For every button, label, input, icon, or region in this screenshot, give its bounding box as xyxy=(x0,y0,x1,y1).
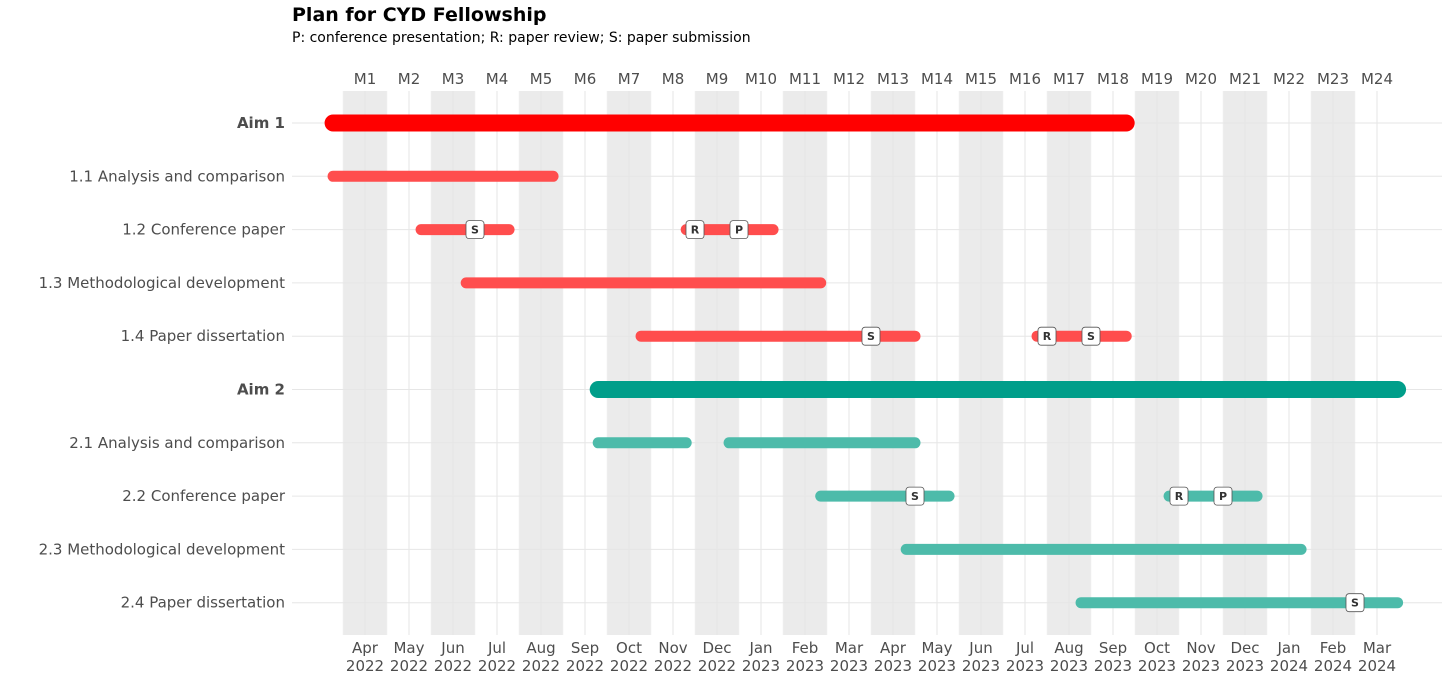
x-tick-label: Jul 2022 xyxy=(478,639,516,675)
milestone-marker-label: P xyxy=(1219,490,1227,503)
x-tick-label: Mar 2023 xyxy=(830,639,868,675)
x-tick-label: Jan 2024 xyxy=(1270,639,1308,675)
month-label-m24: M24 xyxy=(1361,70,1393,88)
month-label-m17: M17 xyxy=(1053,70,1085,88)
row-label: Aim 1 xyxy=(237,114,285,132)
month-label-m1: M1 xyxy=(354,70,377,88)
month-label-m8: M8 xyxy=(662,70,685,88)
month-label-m4: M4 xyxy=(486,70,509,88)
row-label: 2.2 Conference paper xyxy=(122,487,286,505)
x-tick-label: Aug 2022 xyxy=(522,639,560,675)
month-label-m14: M14 xyxy=(921,70,953,88)
row-label: 1.1 Analysis and comparison xyxy=(69,167,285,185)
milestone-marker-p: P xyxy=(729,220,749,240)
x-tick-label: Sep 2023 xyxy=(1094,639,1132,675)
month-label-m15: M15 xyxy=(965,70,997,88)
x-tick-label: Oct 2022 xyxy=(610,639,648,675)
x-tick-label: May 2022 xyxy=(390,639,428,675)
month-label-m22: M22 xyxy=(1273,70,1305,88)
x-tick-label: Nov 2023 xyxy=(1182,639,1220,675)
month-label-m12: M12 xyxy=(833,70,865,88)
month-label-m7: M7 xyxy=(618,70,641,88)
month-label-m6: M6 xyxy=(574,70,597,88)
milestone-marker-label: S xyxy=(911,490,919,503)
x-tick-label: Dec 2022 xyxy=(698,639,736,675)
row-label: 2.4 Paper dissertation xyxy=(121,594,285,612)
x-tick-label: May 2023 xyxy=(918,639,956,675)
row-label: 2.1 Analysis and comparison xyxy=(69,434,285,452)
x-tick-label: Dec 2023 xyxy=(1226,639,1264,675)
x-tick-label: Aug 2023 xyxy=(1050,639,1088,675)
milestone-marker-s: S xyxy=(1345,593,1365,613)
month-label-m21: M21 xyxy=(1229,70,1261,88)
milestone-marker-s: S xyxy=(905,486,925,506)
x-tick-label: Feb 2024 xyxy=(1314,639,1352,675)
row-label: 1.3 Methodological development xyxy=(39,274,286,292)
milestone-marker-label: R xyxy=(691,224,700,237)
month-label-m10: M10 xyxy=(745,70,777,88)
milestone-marker-label: S xyxy=(1087,330,1095,343)
milestone-marker-p: P xyxy=(1213,486,1233,506)
row-labels: Aim 1 1.1 Analysis and comparison 1.2 Conf… xyxy=(39,114,286,612)
month-label-m13: M13 xyxy=(877,70,909,88)
milestone-markers: S R P S R S S R P S xyxy=(465,220,1365,613)
chart-title: Plan for CYD Fellowship xyxy=(292,4,546,26)
x-tick-label: Jun 2022 xyxy=(434,639,472,675)
chart-subtitle: P: conference presentation; R: paper rev… xyxy=(292,30,751,46)
x-tick-label: Apr 2022 xyxy=(346,639,384,675)
month-label-m18: M18 xyxy=(1097,70,1129,88)
month-label-m5: M5 xyxy=(530,70,553,88)
row-label: 2.3 Methodological development xyxy=(39,540,286,558)
milestone-marker-s: S xyxy=(465,220,485,240)
x-tick-label: Jan 2023 xyxy=(742,639,780,675)
milestone-marker-s: S xyxy=(861,326,881,346)
x-tick-label: Feb 2023 xyxy=(786,639,824,675)
milestone-marker-label: S xyxy=(1351,597,1359,610)
row-label: 1.4 Paper dissertation xyxy=(121,327,285,345)
milestone-marker-r: R xyxy=(1037,326,1057,346)
x-tick-label: Jul 2023 xyxy=(1006,639,1044,675)
month-label-m9: M9 xyxy=(706,70,729,88)
milestone-marker-label: S xyxy=(471,224,479,237)
milestone-marker-label: S xyxy=(867,330,875,343)
x-tick-label: Jun 2023 xyxy=(962,639,1000,675)
month-label-m19: M19 xyxy=(1141,70,1173,88)
milestone-marker-label: R xyxy=(1043,330,1052,343)
task-bars xyxy=(324,114,1407,609)
month-label-m16: M16 xyxy=(1009,70,1041,88)
month-label-m20: M20 xyxy=(1185,70,1217,88)
x-tick-label: Sep 2022 xyxy=(566,639,604,675)
x-tick-label: Apr 2023 xyxy=(874,639,912,675)
row-label: 1.2 Conference paper xyxy=(122,221,286,239)
month-label-m23: M23 xyxy=(1317,70,1349,88)
x-tick-label: Oct 2023 xyxy=(1138,639,1176,675)
milestone-marker-label: R xyxy=(1175,490,1184,503)
milestone-marker-s: S xyxy=(1081,326,1101,346)
milestone-marker-r: R xyxy=(1169,486,1189,506)
x-tick-label: Mar 2024 xyxy=(1358,639,1396,675)
milestone-marker-label: P xyxy=(735,224,743,237)
milestone-marker-r: R xyxy=(685,220,705,240)
row-label: Aim 2 xyxy=(237,381,285,399)
month-label-m11: M11 xyxy=(789,70,821,88)
x-tick-label: Nov 2022 xyxy=(654,639,692,675)
month-label-m3: M3 xyxy=(442,70,465,88)
month-labels: M1 M2 M3 M4 M5 M6 M7 M8 M9 M10 M11 M12 M13 M14 M15 M16 M… xyxy=(354,70,1393,88)
month-label-m2: M2 xyxy=(398,70,421,88)
